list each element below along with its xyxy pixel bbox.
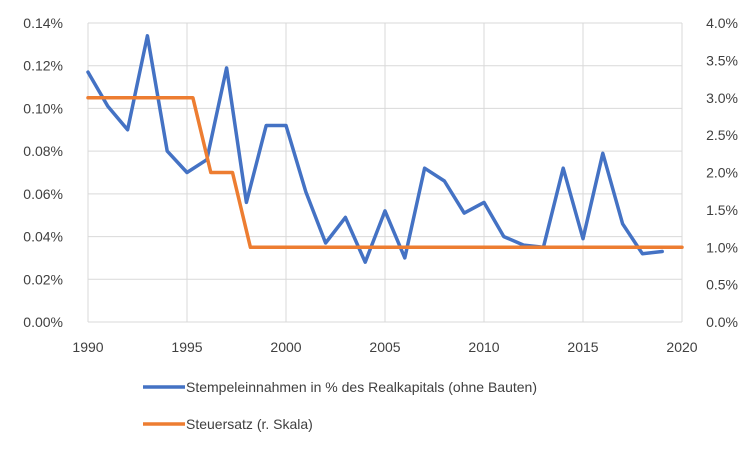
right-y-tick-label: 0.0% [706,314,738,330]
x-tick-label: 1990 [72,339,103,355]
x-tick-label: 2010 [468,339,499,355]
left-y-tick-label: 0.04% [23,229,63,245]
series-line-1 [86,34,664,264]
right-y-tick-label: 3.0% [706,90,738,106]
right-y-tick-label: 0.5% [706,277,738,293]
right-y-tick-label: 1.5% [706,202,738,218]
left-y-tick-label: 0.14% [23,15,63,31]
left-y-tick-label: 0.06% [23,186,63,202]
x-tick-label: 2020 [666,339,697,355]
right-y-tick-label: 2.5% [706,127,738,143]
legend: Stempeleinnahmen in % des Realkapitals (… [143,379,537,432]
right-y-tick-label: 1.0% [706,239,738,255]
left-y-tick-label: 0.12% [23,58,63,74]
legend-label-1: Stempeleinnahmen in % des Realkapitals (… [186,379,537,395]
x-tick-label: 2015 [567,339,598,355]
x-axis-ticks: 1990 1995 2000 2005 2010 2015 2020 [72,339,697,355]
left-y-tick-label: 0.00% [23,314,63,330]
series-layer [86,34,684,264]
series-line-2 [86,96,684,250]
right-y-axis-ticks: 0.0% 0.5% 1.0% 1.5% 2.0% 2.5% 3.0% 3.5% 4.0% [706,15,738,330]
left-y-tick-label: 0.10% [23,100,63,116]
x-tick-label: 1995 [171,339,202,355]
right-y-tick-label: 4.0% [706,15,738,31]
left-y-tick-label: 0.02% [23,271,63,287]
right-y-tick-label: 3.5% [706,52,738,68]
right-y-tick-label: 2.0% [706,165,738,181]
left-y-axis-ticks: 0.00% 0.02% 0.04% 0.06% 0.08% 0.10% 0.12% 0.14% [23,15,63,330]
x-tick-label: 2005 [369,339,400,355]
legend-label-2: Steuersatz (r. Skala) [186,416,313,432]
left-y-tick-label: 0.08% [23,143,63,159]
x-tick-label: 2000 [270,339,301,355]
vertical-gridlines [87,23,683,322]
